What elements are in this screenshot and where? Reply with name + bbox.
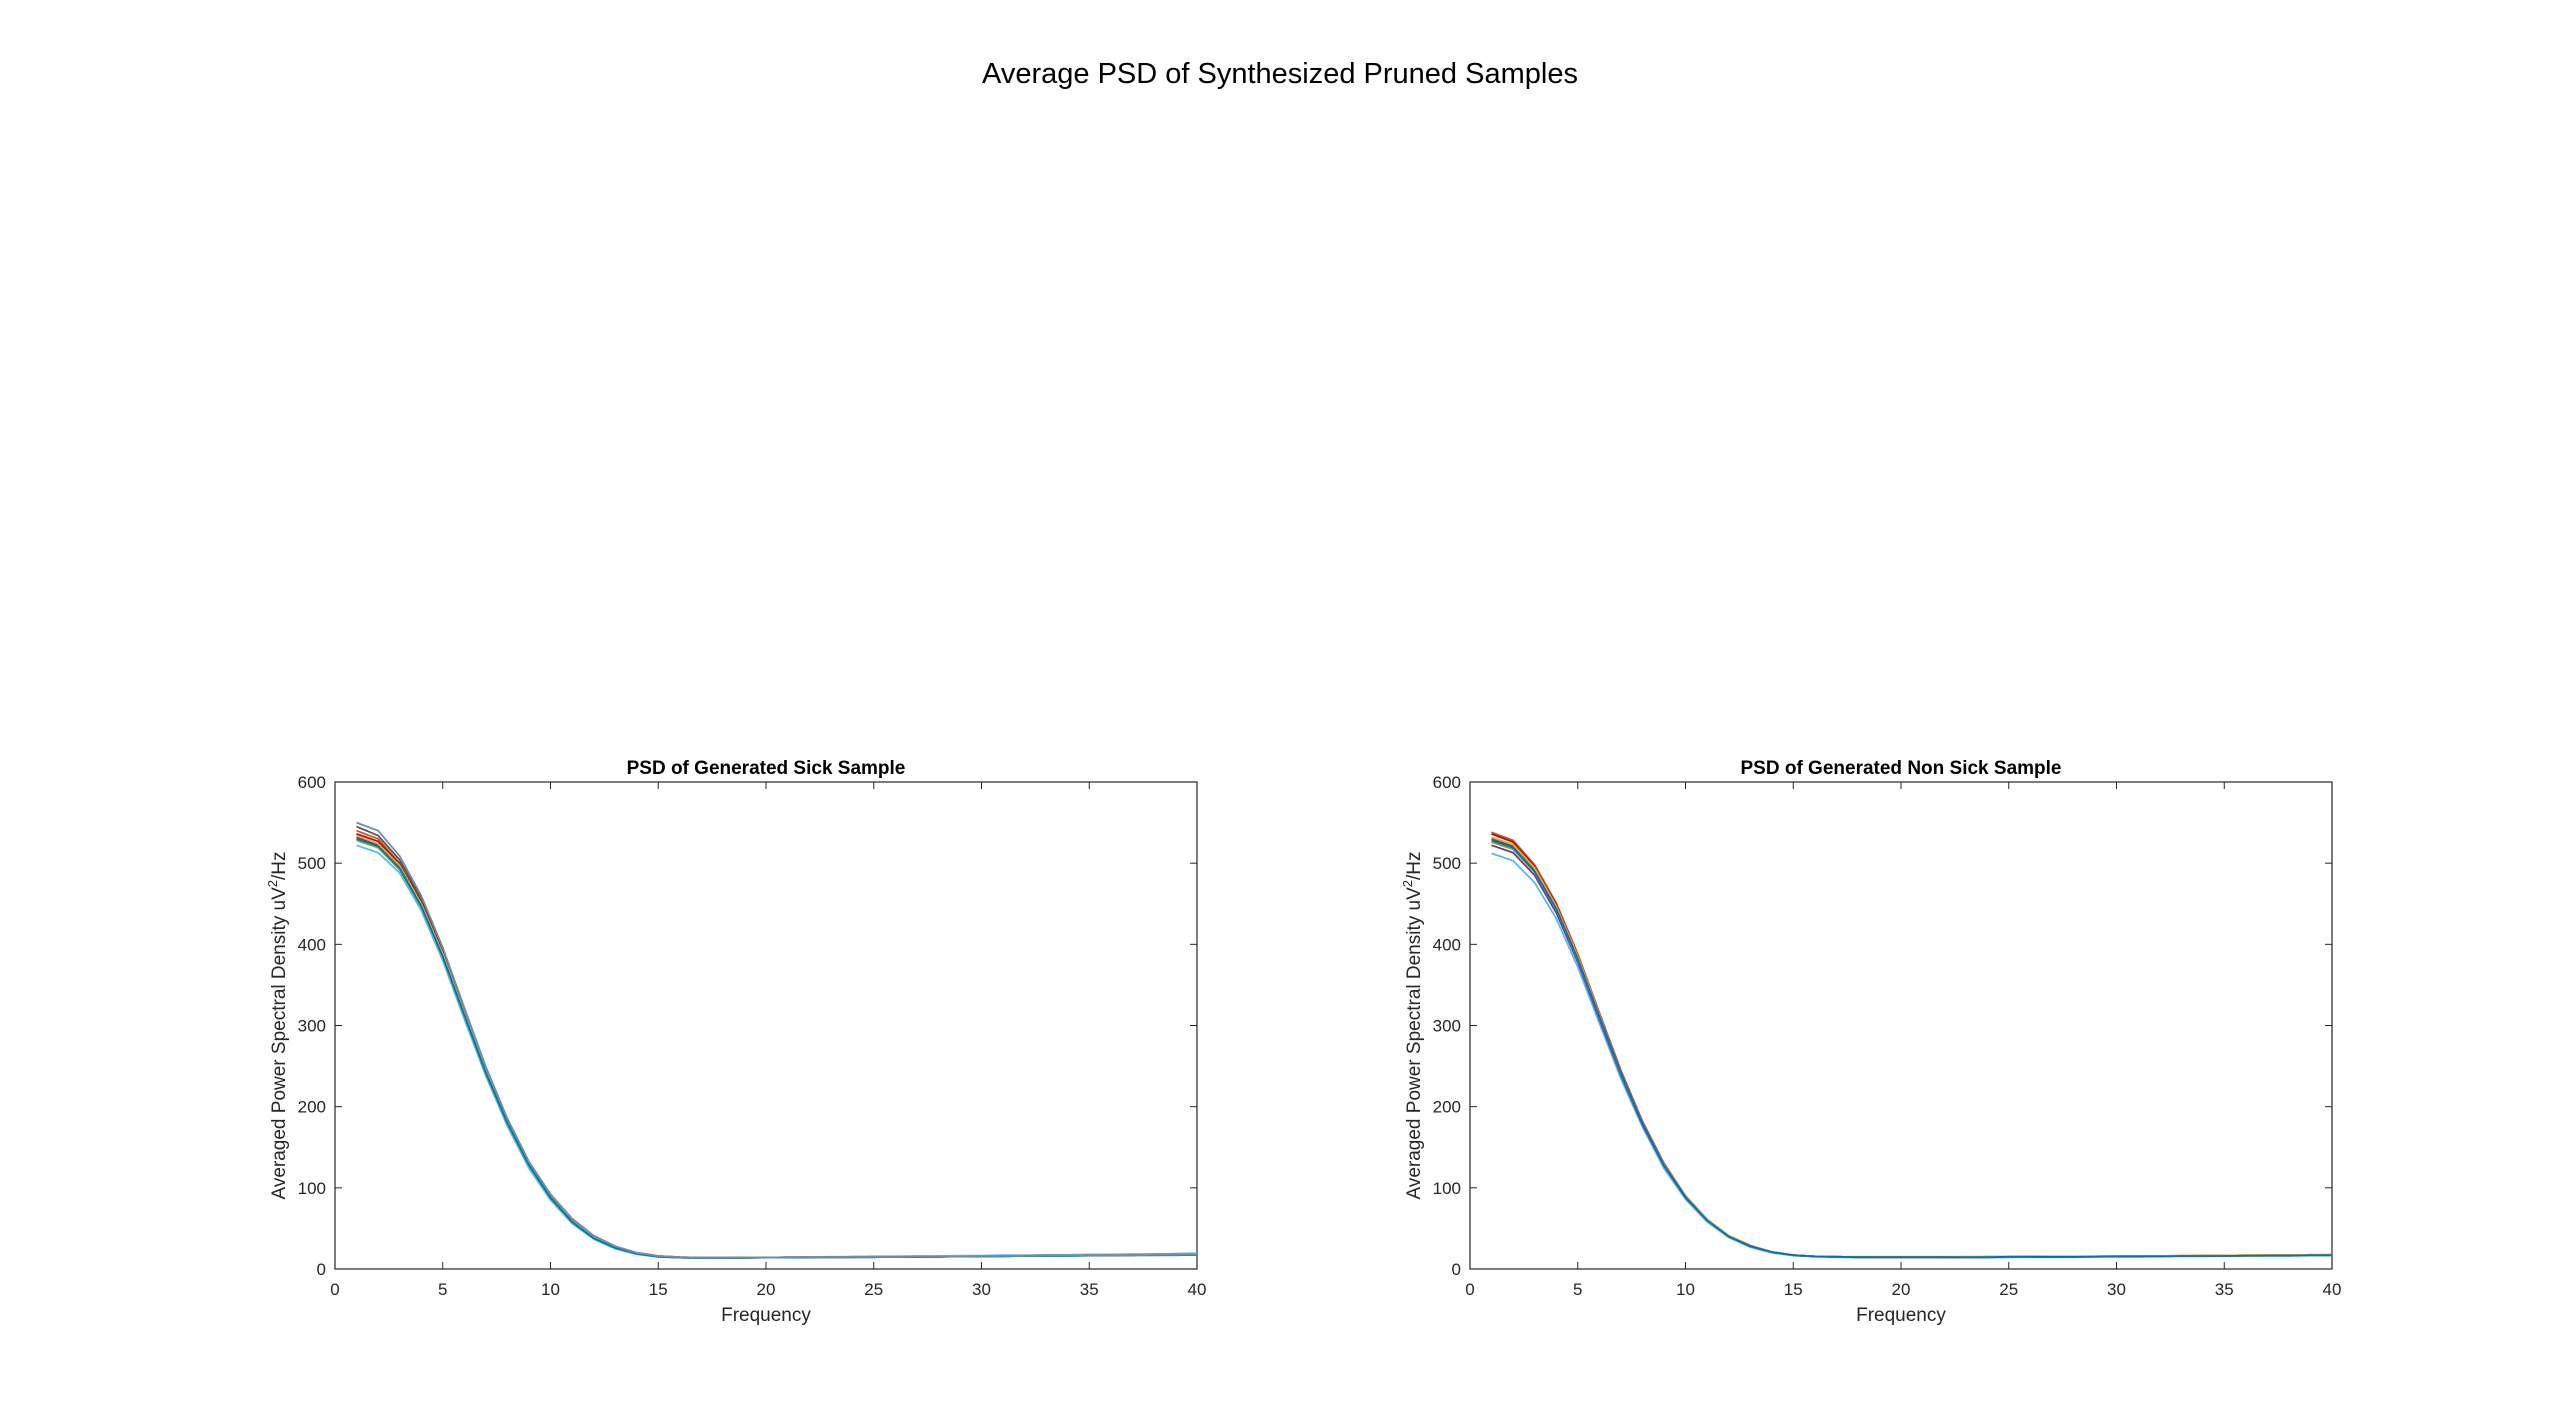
x-tick-label: 40 xyxy=(2323,1280,2342,1299)
x-tick-label: 10 xyxy=(1676,1280,1695,1299)
x-tick-label: 0 xyxy=(330,1280,339,1299)
x-tick-label: 35 xyxy=(1080,1280,1099,1299)
x-axis-label: Frequency xyxy=(721,1305,811,1326)
y-axis-label-main: Averaged Power Spectral Density uV xyxy=(1404,887,1425,1200)
chart-title: PSD of Generated Non Sick Sample xyxy=(1741,758,2062,779)
x-tick-label: 20 xyxy=(757,1280,776,1299)
x-tick-label: 15 xyxy=(649,1280,668,1299)
y-axis-label-main: Averaged Power Spectral Density uV xyxy=(269,887,290,1200)
y-tick-label: 100 xyxy=(1433,1179,1461,1198)
chart-title: PSD of Generated Sick Sample xyxy=(627,758,906,779)
y-tick-label: 300 xyxy=(1433,1017,1461,1036)
y-axis-label-sup: 2 xyxy=(1400,880,1415,887)
y-tick-label: 0 xyxy=(1452,1260,1461,1279)
series-line-8 xyxy=(1491,839,2332,1259)
y-axis-label-tail: /Hz xyxy=(1404,852,1425,881)
y-axis-label-sup: 2 xyxy=(265,880,280,887)
y-tick-label: 100 xyxy=(298,1179,326,1198)
y-axis-label: Averaged Power Spectral Density uV2/Hz xyxy=(265,852,290,1200)
y-tick-label: 600 xyxy=(1433,773,1461,792)
x-tick-label: 15 xyxy=(1784,1280,1803,1299)
y-tick-label: 600 xyxy=(298,773,326,792)
y-tick-label: 200 xyxy=(1433,1098,1461,1117)
x-tick-label: 40 xyxy=(1188,1280,1207,1299)
x-tick-label: 20 xyxy=(1892,1280,1911,1299)
plot-area xyxy=(334,781,1198,1270)
y-tick-label: 400 xyxy=(298,935,326,954)
y-tick-label: 500 xyxy=(1433,854,1461,873)
plot-area xyxy=(1469,781,2333,1270)
y-tick-label: 200 xyxy=(298,1098,326,1117)
figure-title: Average PSD of Synthesized Pruned Sample… xyxy=(982,58,1578,90)
x-tick-label: 5 xyxy=(438,1280,447,1299)
y-tick-label: 400 xyxy=(1433,935,1461,954)
x-tick-label: 5 xyxy=(1573,1280,1582,1299)
x-tick-label: 30 xyxy=(2107,1280,2126,1299)
x-tick-label: 35 xyxy=(2215,1280,2234,1299)
y-tick-label: 300 xyxy=(298,1017,326,1036)
x-tick-label: 10 xyxy=(541,1280,560,1299)
x-tick-label: 30 xyxy=(972,1280,991,1299)
series-line-9 xyxy=(356,821,1198,1259)
x-axis-label: Frequency xyxy=(1856,1305,1946,1326)
x-tick-label: 25 xyxy=(1999,1280,2018,1299)
y-tick-label: 0 xyxy=(317,1260,326,1279)
y-tick-label: 500 xyxy=(298,854,326,873)
y-axis-label: Averaged Power Spectral Density uV2/Hz xyxy=(1400,852,1425,1200)
y-axis-label-tail: /Hz xyxy=(269,852,290,881)
x-tick-label: 25 xyxy=(864,1280,883,1299)
x-tick-label: 0 xyxy=(1465,1280,1474,1299)
